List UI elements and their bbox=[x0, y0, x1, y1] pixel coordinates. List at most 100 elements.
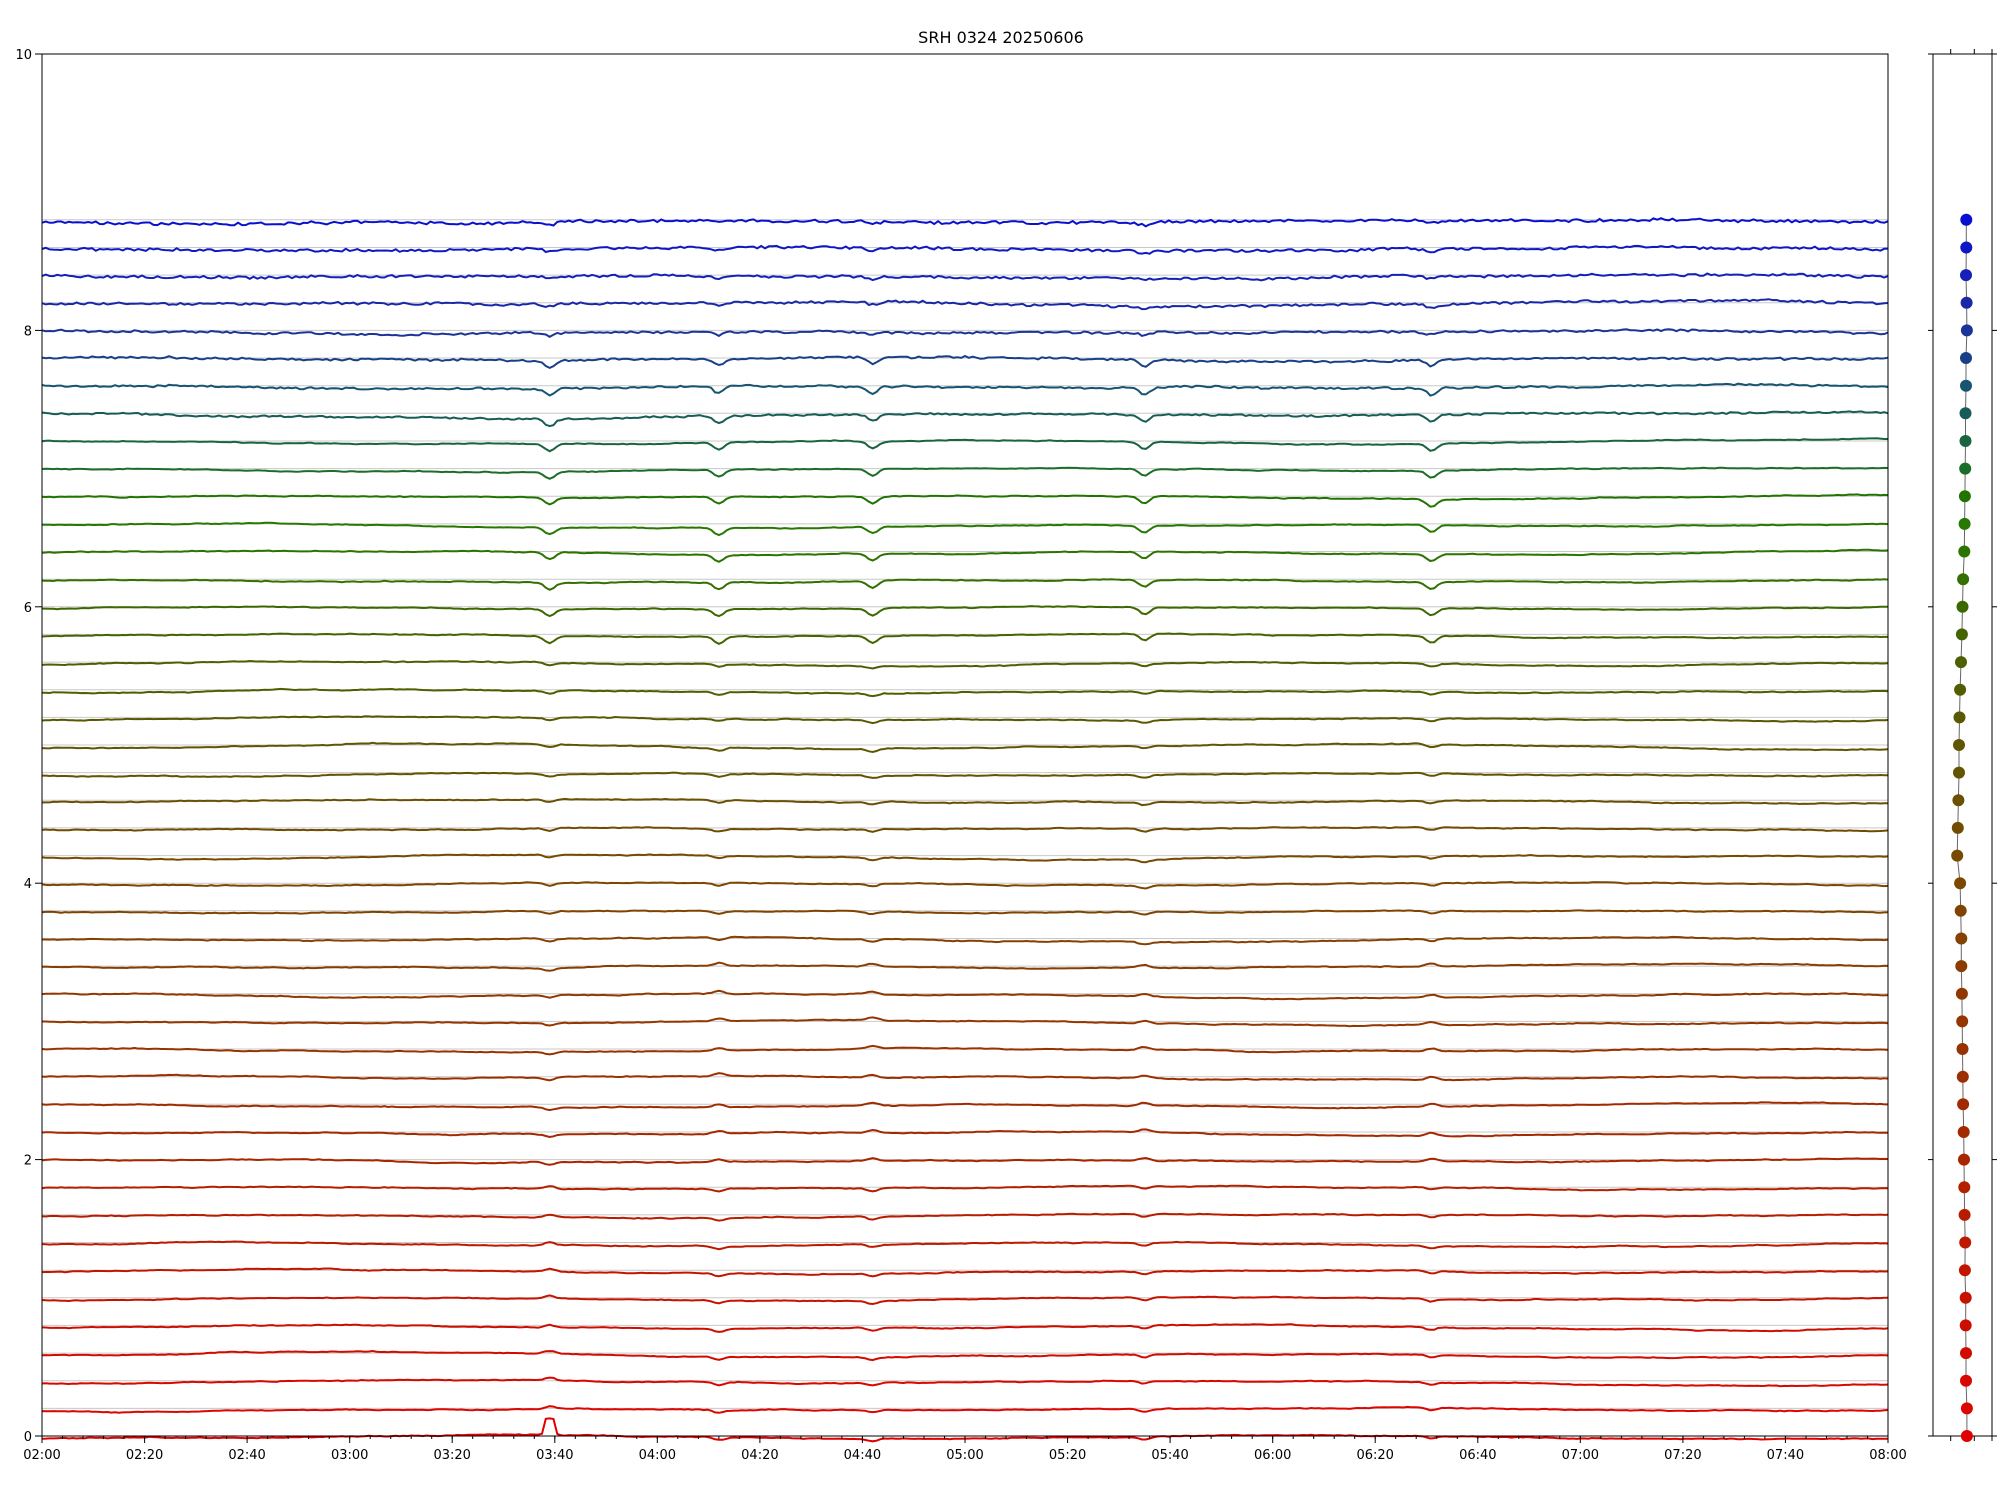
trace-line bbox=[41, 1240, 1889, 1251]
trace-line bbox=[41, 410, 1889, 428]
side-point bbox=[1952, 794, 1965, 807]
x-tick-label: 05:40 bbox=[1151, 1448, 1188, 1463]
trace-line bbox=[41, 741, 1889, 754]
x-tick-label: 04:20 bbox=[741, 1448, 778, 1463]
side-point bbox=[1951, 821, 1964, 834]
side-point bbox=[1960, 1347, 1972, 1360]
trace-line bbox=[41, 880, 1889, 890]
side-point bbox=[1953, 739, 1965, 751]
x-tick-label: 03:00 bbox=[331, 1448, 368, 1463]
trace-line bbox=[41, 909, 1889, 916]
side-point bbox=[1955, 987, 1968, 1000]
side-point bbox=[1954, 683, 1967, 696]
trace-line bbox=[41, 437, 1888, 453]
side-point bbox=[1958, 545, 1971, 558]
side-point bbox=[1957, 1098, 1970, 1111]
trace-line bbox=[41, 632, 1888, 646]
side-point bbox=[1956, 600, 1969, 613]
side-point bbox=[1958, 1264, 1971, 1277]
side-point bbox=[1960, 379, 1972, 392]
trace-line bbox=[42, 687, 1889, 698]
side-point bbox=[1959, 1291, 1972, 1304]
trace-line bbox=[41, 493, 1889, 508]
trace-line bbox=[41, 715, 1889, 725]
side-point bbox=[1958, 1181, 1971, 1194]
side-point bbox=[1958, 1208, 1971, 1221]
trace-line bbox=[41, 466, 1889, 480]
trace-line bbox=[41, 272, 1889, 282]
x-tick-label: 05:00 bbox=[946, 1448, 983, 1463]
trace-line bbox=[41, 548, 1889, 563]
side-point bbox=[1959, 435, 1972, 447]
trace-line bbox=[41, 244, 1889, 255]
trace-line bbox=[41, 328, 1889, 338]
y-tick-label: 4 bbox=[24, 877, 32, 892]
side-point bbox=[1954, 904, 1967, 917]
trace-line bbox=[41, 382, 1889, 397]
trace-line bbox=[41, 1156, 1889, 1166]
x-tick-label: 03:40 bbox=[536, 1448, 573, 1463]
side-point bbox=[1960, 241, 1973, 254]
side-point bbox=[1955, 960, 1968, 973]
chart-title: SRH 0324 20250606 bbox=[918, 28, 1084, 47]
side-point bbox=[1960, 269, 1972, 282]
x-tick-label: 08:00 bbox=[1869, 1448, 1906, 1463]
trace-line bbox=[42, 1016, 1889, 1028]
trace-line bbox=[41, 1101, 1888, 1112]
y-tick-label: 2 bbox=[24, 1154, 32, 1169]
side-point bbox=[1960, 296, 1973, 309]
side-point bbox=[1960, 1430, 1973, 1442]
x-tick-label: 07:20 bbox=[1664, 1448, 1701, 1463]
trace-line bbox=[41, 825, 1889, 833]
trace-line bbox=[41, 354, 1889, 370]
trace-line bbox=[41, 1212, 1889, 1222]
side-point bbox=[1954, 877, 1967, 890]
x-tick-label: 06:40 bbox=[1459, 1448, 1496, 1463]
x-tick-label: 06:20 bbox=[1356, 1448, 1393, 1463]
x-tick-label: 02:40 bbox=[228, 1448, 265, 1463]
main-plot: 02:00 02:20 02:40 03:00 03:20 03:40 04:00 04:20… bbox=[15, 48, 1906, 1463]
side-point bbox=[1959, 1236, 1972, 1249]
side-point bbox=[1957, 573, 1970, 586]
x-tick-label: 04:40 bbox=[844, 1448, 881, 1463]
side-point bbox=[1960, 1374, 1972, 1387]
trace-line bbox=[41, 797, 1888, 807]
x-tick-label: 04:00 bbox=[639, 1448, 676, 1463]
side-point bbox=[1960, 1402, 1973, 1415]
trace-line bbox=[41, 1184, 1889, 1193]
side-point bbox=[1958, 517, 1971, 530]
trace-line bbox=[41, 989, 1889, 1001]
trace-line bbox=[41, 853, 1889, 864]
x-tick-label: 06:00 bbox=[1254, 1448, 1291, 1463]
trace-line bbox=[41, 1072, 1889, 1082]
trace-line bbox=[41, 659, 1889, 670]
trace-line bbox=[41, 1128, 1889, 1139]
x-tick-label: 05:20 bbox=[1049, 1448, 1086, 1463]
trace-line bbox=[42, 521, 1889, 537]
x-tick-label: 02:20 bbox=[126, 1448, 163, 1463]
trace-line bbox=[41, 1323, 1889, 1333]
trace-line bbox=[42, 771, 1888, 779]
side-point bbox=[1951, 849, 1964, 862]
x-tick-label: 02:00 bbox=[23, 1448, 60, 1463]
side-point bbox=[1958, 490, 1971, 503]
trace-line bbox=[41, 961, 1889, 972]
trace-line bbox=[42, 605, 1888, 618]
side-point bbox=[1956, 1043, 1969, 1055]
trace-line bbox=[41, 1267, 1889, 1278]
side-point bbox=[1955, 628, 1968, 641]
side-point bbox=[1959, 1319, 1972, 1332]
side-point bbox=[1959, 407, 1972, 420]
side-point bbox=[1960, 352, 1972, 364]
side-point bbox=[1955, 656, 1967, 669]
side-point bbox=[1956, 1070, 1969, 1083]
trace-line bbox=[41, 1405, 1889, 1414]
y-tick-label: 10 bbox=[15, 48, 32, 63]
side-point bbox=[1960, 213, 1973, 226]
trace-line bbox=[41, 298, 1889, 311]
side-point bbox=[1957, 1126, 1970, 1138]
side-point bbox=[1956, 1015, 1969, 1028]
side-point bbox=[1955, 932, 1968, 945]
side-point bbox=[1960, 324, 1973, 337]
